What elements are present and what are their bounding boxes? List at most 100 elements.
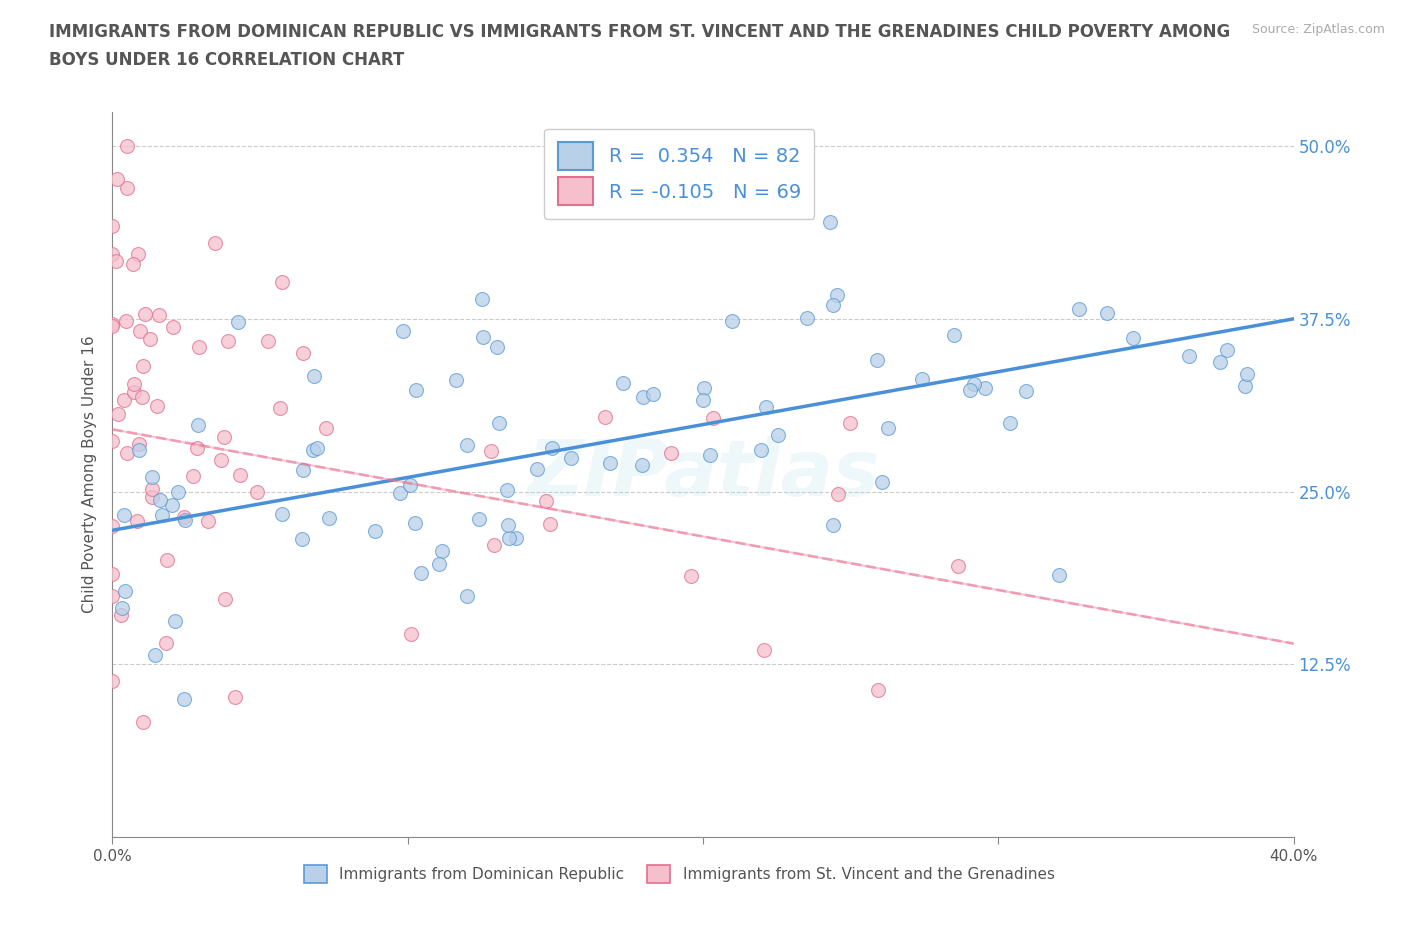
Point <box>217 334 239 349</box>
Point <box>963 377 986 392</box>
Point <box>197 513 219 528</box>
Point <box>226 314 249 329</box>
Point <box>305 441 328 456</box>
Point <box>318 511 340 525</box>
Point <box>291 532 314 547</box>
Point <box>111 600 134 615</box>
Point <box>541 441 564 456</box>
Point <box>538 516 561 531</box>
Point <box>269 401 291 416</box>
Point <box>699 447 721 462</box>
Point <box>456 438 478 453</box>
Point <box>692 392 714 407</box>
Point <box>472 329 495 344</box>
Point <box>768 428 790 443</box>
Point <box>479 444 502 458</box>
Point <box>411 565 433 580</box>
Point <box>141 489 163 504</box>
Point <box>132 714 155 729</box>
Point <box>187 339 209 354</box>
Point <box>534 494 557 509</box>
Point <box>128 323 150 338</box>
Point <box>364 524 387 538</box>
Point <box>1178 349 1201 364</box>
Point <box>143 647 166 662</box>
Point <box>186 440 208 455</box>
Point <box>643 387 665 402</box>
Point <box>498 531 520 546</box>
Point <box>876 420 898 435</box>
Point <box>405 382 427 397</box>
Point <box>392 324 415 339</box>
Point <box>526 461 548 476</box>
Point <box>101 434 124 449</box>
Point <box>444 373 467 388</box>
Point <box>388 485 411 500</box>
Point <box>631 458 654 472</box>
Point <box>127 246 149 261</box>
Point <box>214 591 236 606</box>
Point <box>160 498 183 512</box>
Point <box>246 485 269 499</box>
Point <box>292 345 315 360</box>
Point <box>125 514 148 529</box>
Point <box>101 673 124 688</box>
Point <box>821 517 844 532</box>
Point <box>121 257 143 272</box>
Point <box>292 463 315 478</box>
Point <box>749 443 772 458</box>
Point <box>468 512 491 526</box>
Point <box>839 416 862 431</box>
Text: ZIPatlas: ZIPatlas <box>527 436 879 512</box>
Point <box>427 557 450 572</box>
Point <box>495 483 517 498</box>
Point <box>149 493 172 508</box>
Point <box>752 643 775 658</box>
Text: BOYS UNDER 16 CORRELATION CHART: BOYS UNDER 16 CORRELATION CHART <box>49 51 405 69</box>
Point <box>1122 330 1144 345</box>
Point <box>471 291 494 306</box>
Point <box>156 552 179 567</box>
Point <box>115 313 138 328</box>
Point <box>271 507 294 522</box>
Point <box>484 538 506 552</box>
Point <box>865 352 887 367</box>
Point <box>101 589 124 604</box>
Point <box>399 627 422 642</box>
Point <box>304 369 326 384</box>
Point <box>173 510 195 525</box>
Point <box>633 390 655 405</box>
Point <box>105 253 128 268</box>
Point <box>820 215 842 230</box>
Point <box>101 317 124 332</box>
Point <box>1216 343 1239 358</box>
Point <box>112 508 135 523</box>
Point <box>101 518 124 533</box>
Point <box>973 380 995 395</box>
Point <box>1067 302 1090 317</box>
Point <box>1015 383 1038 398</box>
Point <box>404 515 426 530</box>
Point <box>163 614 186 629</box>
Point <box>124 376 146 391</box>
Point <box>117 139 139 153</box>
Point <box>132 358 155 373</box>
Point <box>166 485 188 499</box>
Point <box>599 456 621 471</box>
Point <box>101 567 124 582</box>
Point <box>866 682 889 697</box>
Point <box>229 468 252 483</box>
Point <box>681 568 703 583</box>
Point <box>959 383 981 398</box>
Point <box>1097 305 1119 320</box>
Point <box>659 445 682 460</box>
Point <box>948 558 970 573</box>
Point <box>702 410 724 425</box>
Point <box>827 486 849 501</box>
Point <box>612 376 634 391</box>
Point <box>112 392 135 407</box>
Point <box>204 235 226 250</box>
Point <box>943 328 966 343</box>
Point <box>141 481 163 496</box>
Point <box>148 308 170 323</box>
